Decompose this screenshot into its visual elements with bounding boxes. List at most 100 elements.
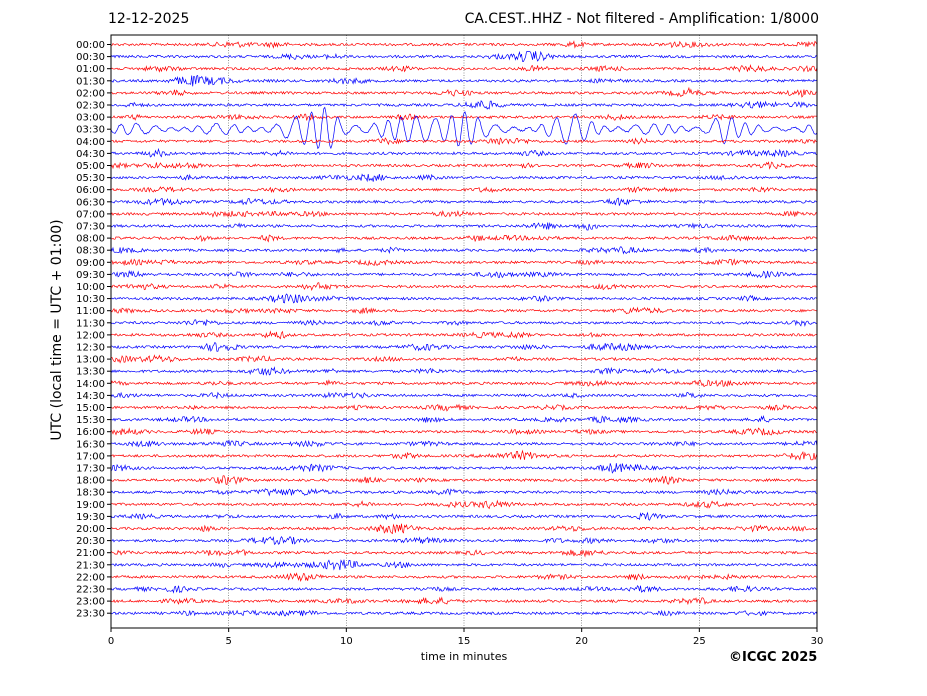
trace-1400 [110,379,818,388]
trace-1300 [110,354,818,364]
y-tick-label: 07:00 [76,209,105,220]
trace-0100 [110,63,818,73]
y-tick-label: 02:30 [76,101,105,112]
y-tick-label: 09:30 [76,270,105,281]
trace-2330 [110,609,818,617]
y-tick-label: 20:30 [76,536,105,547]
y-tick-label: 03:00 [76,113,105,124]
trace-0700 [110,209,818,218]
y-tick-label: 01:30 [76,76,105,87]
trace-2100 [110,549,817,558]
x-tick-label: 15 [458,636,471,647]
trace-1830 [110,488,817,497]
trace-1330 [110,366,818,376]
trace-0930 [110,269,818,279]
trace-0000 [111,40,818,49]
y-tick-label: 04:00 [76,137,105,148]
trace-2030 [110,536,818,545]
plot-frame [110,34,818,629]
trace-1900 [110,499,818,510]
trace-0900 [111,258,818,267]
y-tick-label: 06:30 [76,197,105,208]
trace-0600 [110,186,818,194]
trace-0630 [110,197,818,206]
trace-1430 [110,391,818,400]
y-tick-label: 05:00 [76,161,105,172]
trace-1530 [110,414,818,424]
y-tick-label: 22:30 [76,585,105,596]
trace-1500 [110,403,818,412]
trace-2300 [110,596,818,606]
trace-0800 [110,234,818,243]
trace-1130 [110,318,818,327]
trace-0730 [110,222,818,231]
x-tick-label: 30 [811,636,824,647]
y-tick-label: 10:30 [76,294,105,305]
y-tick-label: 14:30 [76,391,105,402]
y-tick-label: 11:30 [76,318,105,329]
y-tick-label: 22:00 [76,572,105,583]
y-tick-label: 06:00 [76,185,105,196]
trace-1630 [110,439,818,448]
y-tick-label: 16:30 [76,439,105,450]
trace-1100 [110,306,818,315]
y-tick-label: 19:30 [76,512,105,523]
y-tick-label: 15:30 [76,415,105,426]
y-tick-label: 23:30 [76,609,105,620]
y-tick-label: 08:00 [76,234,105,245]
trace-1730 [110,463,818,474]
y-tick-label: 03:30 [76,125,105,136]
y-tick-label: 15:00 [76,403,105,414]
trace-0330 [110,106,818,150]
seismic-traces [110,40,818,617]
trace-1930 [110,511,818,521]
y-axis-label: UTC (local time = UTC + 01:00) [49,219,65,441]
y-tick-label: 13:00 [76,355,105,366]
y-tick-label: 13:30 [76,367,105,378]
trace-2200 [110,572,818,583]
y-tick-label: 12:30 [76,343,105,354]
y-tick-label: 18:30 [76,488,105,499]
x-tick-label: 25 [693,636,706,647]
trace-2230 [110,584,818,594]
trace-1000 [110,282,818,291]
trace-0500 [110,161,818,170]
y-tick-label: 20:00 [76,524,105,535]
trace-0530 [110,173,817,183]
y-tick-label: 23:00 [76,597,105,608]
x-axis-label: time in minutes [420,650,508,663]
trace-0300 [110,113,818,121]
y-tick-label: 09:00 [76,258,105,269]
y-tick-label: 07:30 [76,222,105,233]
x-tick-label: 0 [108,636,114,647]
y-tick-label: 01:00 [76,64,105,75]
y-tick-label: 00:00 [76,40,105,51]
chart-title: CA.CEST..HHZ - Not filtered - Amplificat… [464,11,819,27]
y-tick-label: 05:30 [76,173,105,184]
trace-0230 [110,99,818,110]
trace-1800 [110,475,818,485]
trace-0130 [110,74,818,87]
trace-2130 [110,559,818,571]
x-tick-label: 20 [575,636,588,647]
x-axis-ticks: 0 5 10 15 20 25 30 [108,628,824,647]
trace-1700 [110,449,818,461]
y-tick-label: 14:00 [76,379,105,390]
y-tick-label: 21:00 [76,548,105,559]
y-tick-label: 04:30 [76,149,105,160]
trace-1200 [110,330,817,340]
copyright-credit: ©ICGC 2025 [729,650,818,665]
y-tick-label: 21:30 [76,560,105,571]
x-tick-label: 5 [225,636,231,647]
y-tick-label: 02:00 [76,88,105,99]
y-tick-label: 18:00 [76,476,105,487]
trace-0200 [110,86,818,98]
y-tick-label: 16:00 [76,427,105,438]
date-label: 12-12-2025 [108,11,190,27]
trace-0830 [110,246,818,255]
y-tick-label: 11:00 [76,306,105,317]
trace-2000 [110,523,818,535]
y-tick-label: 08:30 [76,246,105,257]
